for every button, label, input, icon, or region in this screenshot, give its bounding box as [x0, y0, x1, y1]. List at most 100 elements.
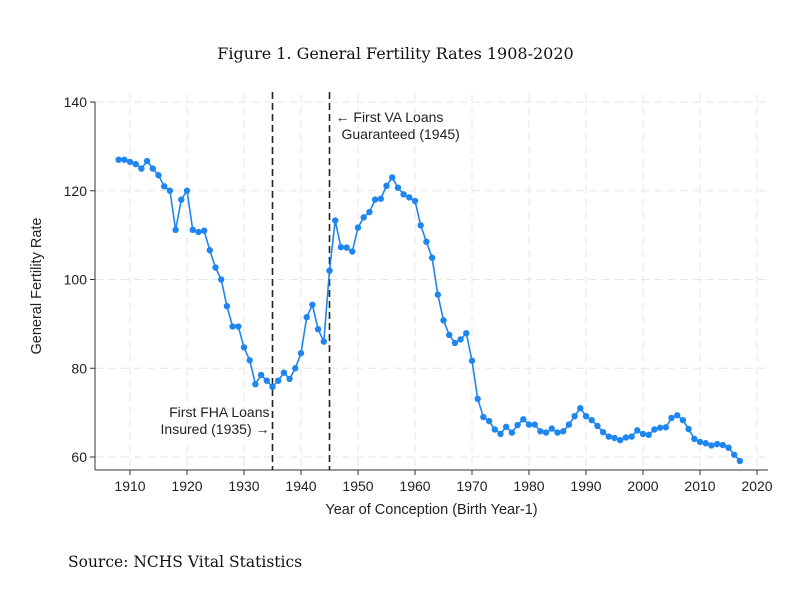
- y-tick-label: 80: [71, 360, 87, 376]
- data-point: [400, 191, 407, 198]
- data-point: [508, 429, 516, 436]
- data-point: [594, 422, 601, 430]
- data-point: [656, 424, 664, 431]
- data-point: [491, 426, 498, 433]
- data-point: [474, 395, 481, 403]
- data-point: [525, 421, 533, 428]
- data-point: [605, 433, 612, 440]
- data-point: [377, 195, 384, 202]
- data-point: [172, 226, 179, 233]
- data-point: [537, 428, 544, 435]
- data-point: [685, 425, 692, 433]
- data-point: [428, 254, 436, 261]
- y-tick-label: 140: [64, 94, 88, 110]
- data-point: [246, 357, 253, 364]
- data-point: [326, 267, 333, 274]
- x-tick-label: 2020: [741, 478, 772, 494]
- data-point: [343, 244, 350, 251]
- data-point: [577, 404, 584, 412]
- data-point: [554, 429, 561, 436]
- data-point: [411, 197, 419, 205]
- data-point: [360, 214, 367, 221]
- data-point: [263, 377, 270, 384]
- data-point: [560, 428, 567, 435]
- annotation-fha: Insured (1935) →: [161, 421, 270, 437]
- data-point: [383, 182, 390, 190]
- data-point: [434, 291, 441, 298]
- data-point: [223, 302, 231, 310]
- x-tick-label: 2010: [684, 478, 715, 494]
- data-point: [457, 336, 464, 343]
- data-point: [143, 157, 151, 165]
- data-point: [275, 377, 282, 384]
- data-point: [617, 436, 624, 444]
- y-tick-label: 120: [64, 183, 88, 199]
- data-point: [480, 413, 487, 421]
- data-point: [354, 224, 362, 231]
- x-tick-label: 2000: [627, 478, 658, 494]
- x-axis-label: Year of Conception (Birth Year-1): [325, 502, 537, 518]
- x-tick-label: 1940: [285, 478, 316, 494]
- data-point: [708, 442, 715, 449]
- data-point: [468, 357, 476, 364]
- x-tick-label: 1980: [513, 478, 544, 494]
- data-point: [309, 301, 316, 308]
- data-point: [651, 426, 658, 433]
- x-tick-label: 1910: [114, 478, 145, 494]
- data-point: [389, 174, 396, 181]
- data-point: [240, 344, 248, 351]
- data-point: [371, 196, 379, 203]
- data-point: [189, 226, 196, 233]
- data-point: [257, 371, 265, 379]
- data-point: [406, 194, 413, 201]
- data-point: [337, 243, 345, 251]
- data-point: [320, 338, 327, 345]
- data-point: [713, 440, 721, 448]
- x-tick-label: 1990: [570, 478, 601, 494]
- data-point: [206, 247, 213, 254]
- source-note: Source: NCHS Vital Statistics: [68, 553, 303, 571]
- annotation-va: Guaranteed (1945): [342, 126, 460, 142]
- data-point: [639, 430, 647, 438]
- data-point: [662, 424, 669, 431]
- data-point: [628, 433, 635, 440]
- data-point: [280, 369, 288, 376]
- data-point: [366, 208, 373, 216]
- data-point: [622, 434, 630, 441]
- data-point: [497, 430, 504, 438]
- data-point: [200, 227, 208, 234]
- data-point: [332, 217, 339, 224]
- data-point: [417, 222, 424, 229]
- data-point: [542, 429, 550, 436]
- data-point: [183, 187, 191, 194]
- data-point: [212, 264, 219, 271]
- data-point: [149, 165, 156, 172]
- data-point: [702, 440, 709, 447]
- data-point: [126, 158, 134, 166]
- data-point: [161, 183, 168, 190]
- data-point: [503, 423, 510, 431]
- data-point: [121, 156, 128, 163]
- data-point: [679, 416, 687, 424]
- data-point: [674, 412, 681, 419]
- data-point: [571, 412, 578, 420]
- data-point: [611, 434, 618, 442]
- x-tick-label: 1960: [399, 478, 430, 494]
- x-tick-label: 1950: [342, 478, 373, 494]
- data-point: [599, 428, 607, 436]
- data-point: [297, 349, 305, 357]
- y-tick-label: 60: [71, 449, 87, 465]
- data-point: [582, 412, 590, 420]
- data-point: [668, 414, 675, 422]
- data-point: [719, 441, 726, 449]
- data-point: [451, 339, 459, 347]
- data-point: [691, 435, 698, 443]
- data-point: [725, 444, 732, 451]
- data-point: [588, 416, 595, 424]
- chart-title: Figure 1. General Fertility Rates 1908-2…: [217, 44, 574, 63]
- data-point: [485, 417, 493, 425]
- data-point: [195, 228, 202, 236]
- x-tick-label: 1970: [456, 478, 487, 494]
- data-point: [423, 238, 430, 245]
- data-point: [645, 431, 652, 439]
